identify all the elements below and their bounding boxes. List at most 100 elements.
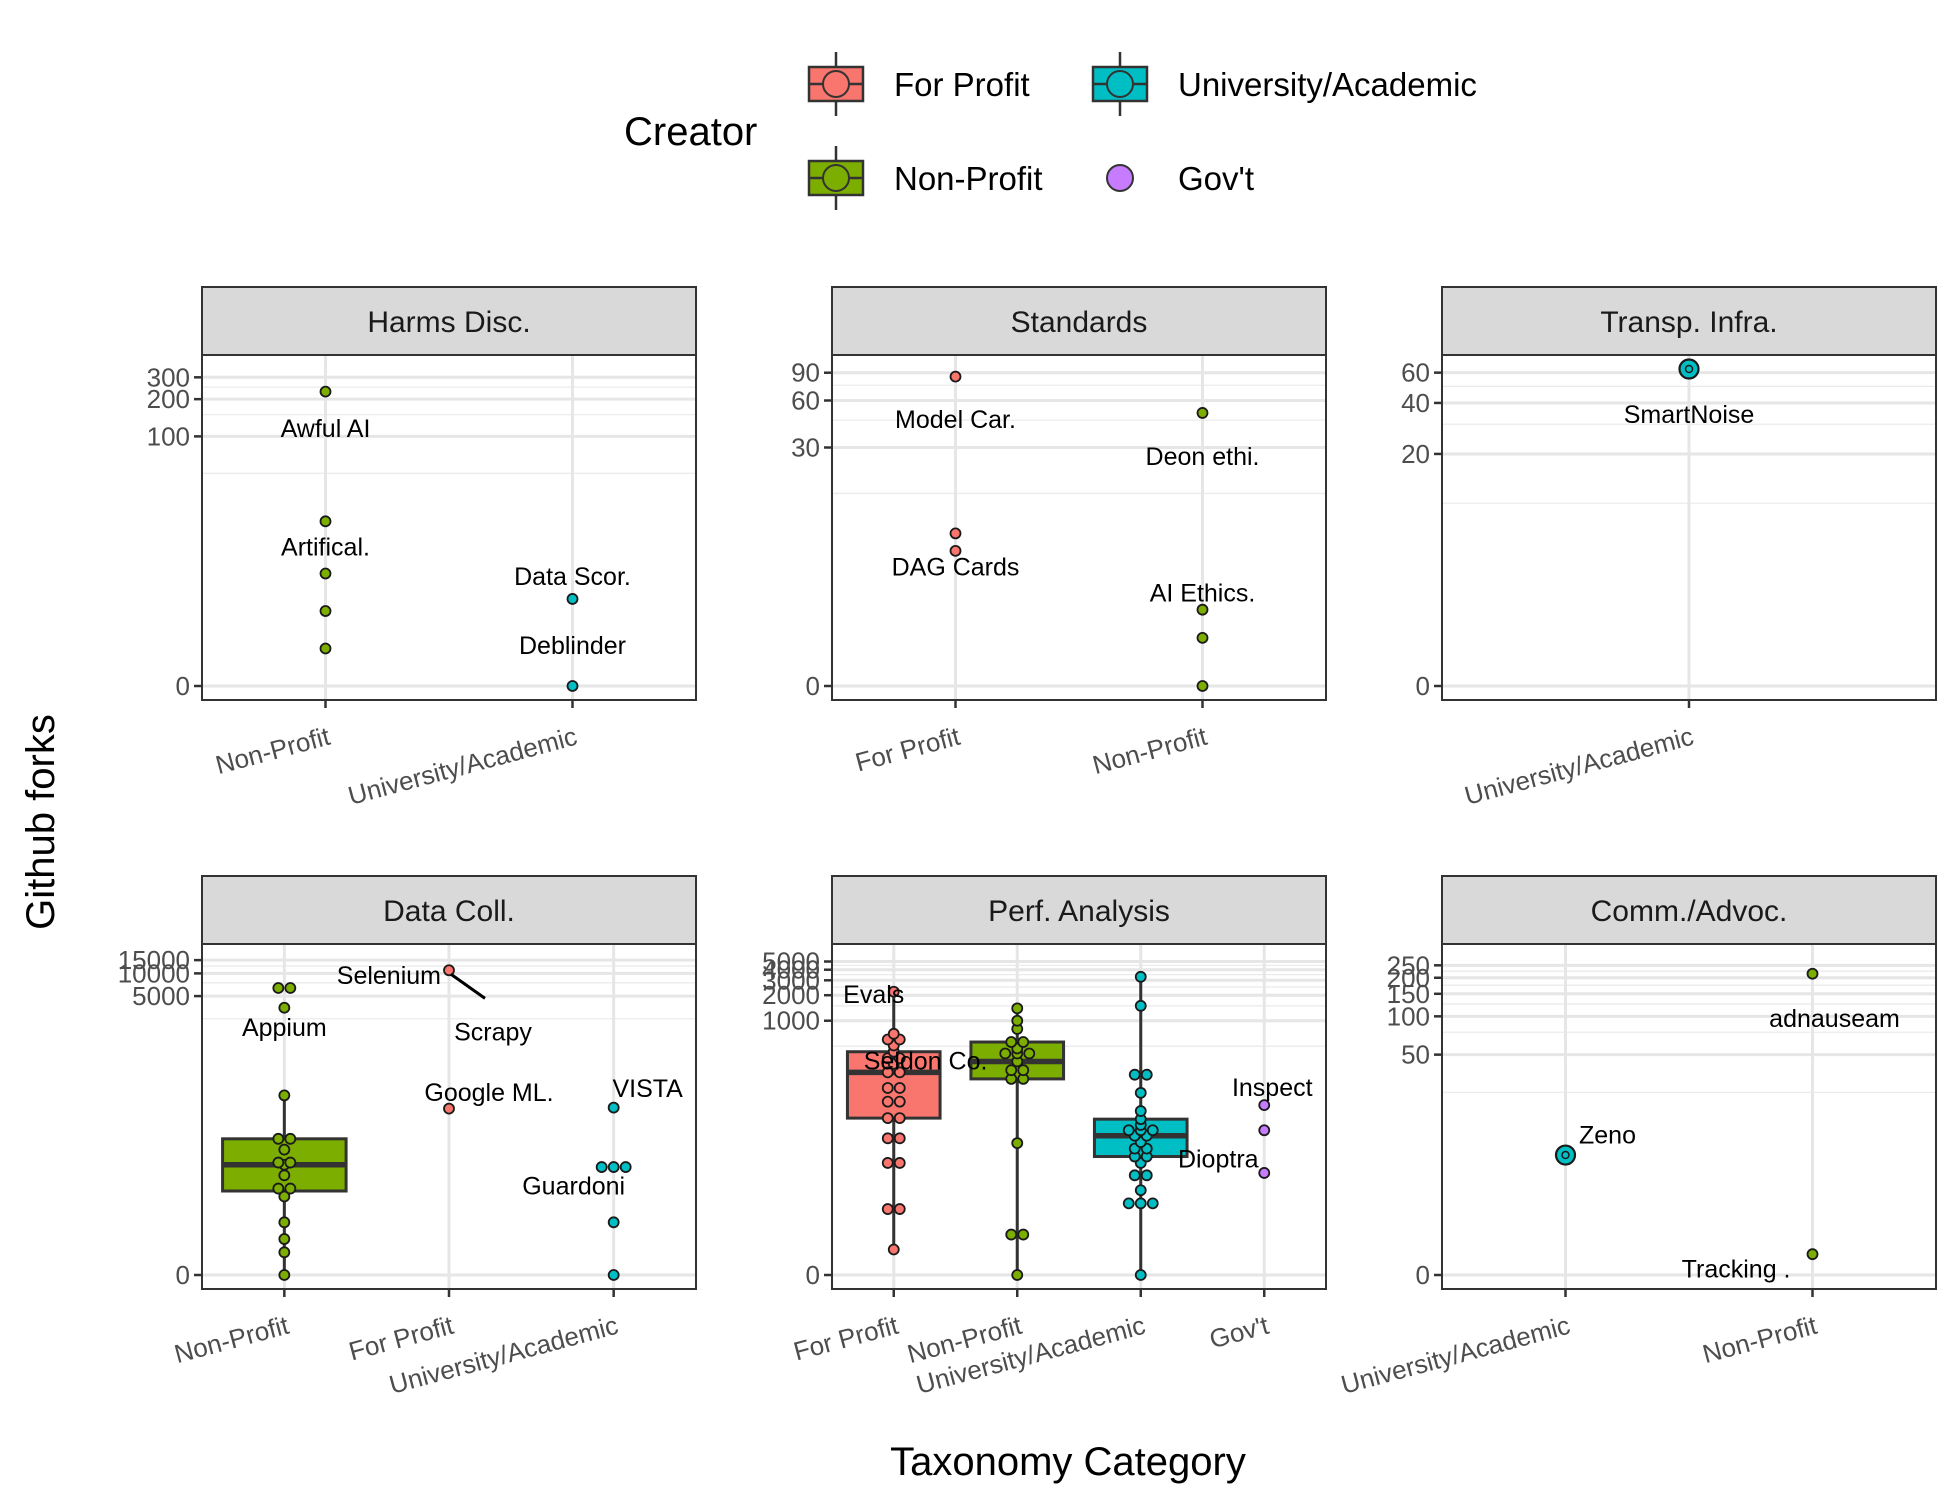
y-tick-label: 3000: [762, 965, 820, 995]
point-label: Google ML.: [424, 1079, 553, 1107]
point-label: Tracking .: [1682, 1256, 1791, 1284]
x-tick-label: University/Academic: [1338, 1310, 1573, 1400]
data-point: [278, 1233, 291, 1245]
x-tick-label: Non-Profit: [171, 1310, 293, 1369]
data-point: [881, 1157, 894, 1169]
y-tick-label: 300: [147, 362, 190, 392]
data-point: [1134, 1105, 1147, 1117]
data-point: [893, 1082, 906, 1094]
panel-data-coll: Selenium Appium Scrapy Google ML. VISTA Guard…: [118, 875, 697, 1400]
y-tick-label: 250: [1387, 950, 1430, 980]
point-label: AI Ethics.: [1150, 579, 1256, 607]
data-point: [893, 1157, 906, 1169]
y-tick-label: 90: [791, 358, 820, 388]
data-point: [881, 1112, 894, 1125]
data-point: [319, 605, 332, 617]
data-point: [1128, 1169, 1141, 1182]
point-label: Data Scor.: [514, 563, 631, 591]
point-label: Appium: [242, 1014, 327, 1042]
y-tick-label: 30: [791, 433, 820, 463]
data-point: [1134, 1184, 1147, 1197]
data-point: [607, 1101, 620, 1114]
data-point: [278, 1001, 291, 1014]
data-point: [893, 1095, 906, 1108]
data-point: [881, 1203, 894, 1215]
data-point: [278, 1089, 291, 1102]
y-tick-label: 0: [806, 1260, 820, 1290]
data-point: [278, 1190, 291, 1203]
legend-label: University/Academic: [1178, 66, 1477, 103]
x-tick-label: Gov't: [1206, 1310, 1272, 1355]
point-label: adnauseam: [1769, 1005, 1900, 1033]
data-point: [1146, 1197, 1159, 1210]
panel-harms-disc: Awful AI Artifical. Data Scor. Deblinder Har…: [147, 286, 697, 811]
data-point: [893, 1132, 906, 1145]
data-point: [949, 544, 962, 557]
x-tick-label: Non-Profit: [1699, 1310, 1821, 1369]
data-point: [1134, 1197, 1147, 1210]
data-point: [278, 1246, 291, 1259]
data-point: [1011, 1014, 1024, 1027]
facet-strip: [201, 875, 697, 945]
data-point: [272, 1156, 285, 1169]
data-point: [443, 1102, 455, 1115]
data-point: [566, 593, 579, 605]
legend-key-gov-t: Gov't: [1106, 160, 1254, 197]
legend-point: [1106, 164, 1134, 192]
data-point: [893, 1112, 906, 1125]
data-point: [1140, 1068, 1153, 1081]
data-point: [1011, 1137, 1024, 1150]
data-point: [1258, 1167, 1271, 1179]
point-label: Selenium: [337, 962, 441, 990]
data-point: [1806, 1248, 1819, 1261]
data-point: [595, 1161, 608, 1173]
facet-title: Comm./Advoc.: [1591, 895, 1788, 928]
facet-title: Data Coll.: [383, 895, 515, 928]
data-point: [1134, 1086, 1147, 1099]
facet-panels: Awful AI Artifical. Data Scor. Deblinder Har…: [118, 286, 1937, 1400]
facet-strip: [831, 286, 1327, 356]
x-axis-title: Taxonomy Category: [890, 1440, 1246, 1484]
box-for-profit: [845, 991, 942, 1250]
data-point: [278, 1269, 291, 1281]
x-tick-label: University/Academic: [345, 721, 580, 811]
data-point: [949, 370, 962, 383]
y-tick-label: 150: [1387, 979, 1430, 1009]
point-label: Awful AI: [281, 415, 371, 443]
x-tick-label: University/Academic: [1461, 721, 1696, 811]
data-point: [278, 1216, 291, 1229]
data-point: [1140, 1169, 1153, 1182]
data-point: [1146, 1124, 1159, 1137]
x-tick-label: Non-Profit: [212, 721, 334, 780]
point-label: Deon ethi.: [1146, 443, 1260, 471]
legend-label: Non-Profit: [894, 160, 1043, 197]
data-point: [319, 385, 332, 398]
point-label: DAG Cards: [892, 554, 1020, 582]
data-point: [1122, 1197, 1135, 1210]
data-point: [893, 1203, 906, 1215]
data-point: [1196, 407, 1209, 419]
data-point: [949, 527, 962, 540]
data-point: [1005, 1064, 1018, 1077]
legend: Creator For Profit University/Academic Non…: [624, 52, 1477, 210]
y-tick-label: 0: [1416, 671, 1430, 701]
y-tick-label: 5000: [762, 947, 820, 977]
data-point: [1011, 1269, 1024, 1281]
y-tick-label: 0: [806, 671, 820, 701]
point-label: Guardoni: [522, 1172, 625, 1200]
point-label: VISTA: [612, 1075, 683, 1103]
data-point: [881, 1095, 894, 1108]
data-point: [1017, 1228, 1030, 1241]
data-point: [1011, 1002, 1024, 1015]
panel-standards: Model Car. DAG Cards Deon ethi. AI Ethics. S…: [791, 286, 1327, 780]
legend-label: For Profit: [894, 66, 1030, 103]
y-axis-title: Github forks: [19, 714, 63, 930]
legend-point: [822, 164, 850, 192]
facet-title: Harms Disc.: [367, 306, 530, 339]
data-point: [607, 1161, 620, 1173]
x-tick-label: For Profit: [852, 721, 964, 778]
data-point: [1017, 1064, 1030, 1077]
point-label: Evals: [843, 981, 904, 1009]
